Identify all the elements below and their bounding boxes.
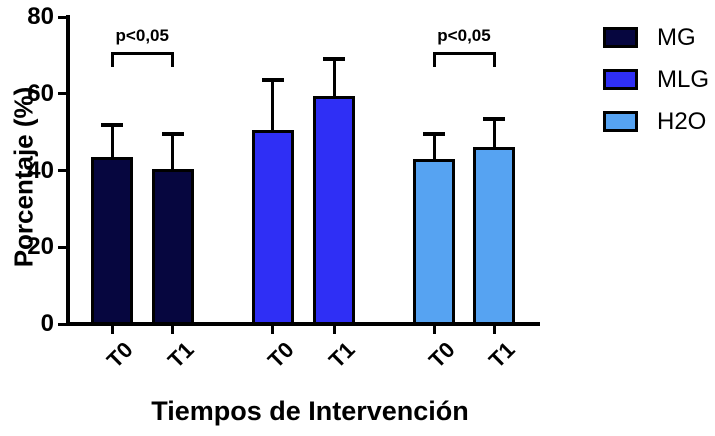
error-bar-mlg-t1 [332, 57, 336, 96]
y-tick-80 [58, 15, 66, 19]
legend-entry-mlg: MLG [603, 66, 710, 93]
y-tick-label-40: 40 [27, 156, 54, 184]
x-tick-0-t0 [110, 326, 114, 334]
error-cap-h2o-t0 [423, 132, 445, 137]
legend-swatch-mlg [603, 69, 638, 90]
x-tick-1-t0 [271, 326, 274, 334]
x-tick-2-t0 [432, 326, 436, 334]
bar-h2o-t0 [413, 158, 455, 326]
x-tick-1-t1 [332, 326, 336, 334]
legend-swatch-h2o [603, 111, 638, 132]
y-tick-label-0: 0 [40, 310, 54, 337]
error-bar-mg-t1 [171, 132, 174, 169]
legend-swatch-mg [603, 27, 638, 48]
legend-label-mg: MG [657, 24, 696, 51]
bar-mlg-t1 [313, 95, 355, 326]
error-cap-mlg-t0 [261, 78, 284, 83]
significance-label-0: p<0,05 [115, 26, 169, 45]
bar-mg-t0 [91, 157, 133, 326]
y-axis-title: Porcentaje (%) [8, 86, 39, 268]
bar-mlg-t0 [251, 130, 294, 326]
error-bar-mlg-t0 [271, 78, 274, 131]
x-tick-0-t1 [171, 326, 174, 334]
x-tick-2-t1 [492, 326, 496, 334]
x-tick-label-0-t0: T0 [101, 337, 138, 373]
legend-label-mlg: MLG [657, 66, 710, 93]
significance-label-1: p<0,05 [437, 26, 491, 45]
error-cap-h2o-t1 [483, 116, 505, 121]
legend-label-h2o: H2O [657, 108, 707, 135]
x-tick-label-1-t0: T0 [262, 337, 299, 373]
x-tick-label-0-t1: T1 [162, 337, 199, 373]
y-tick-40 [58, 169, 66, 172]
y-tick-0 [58, 322, 66, 326]
y-tick-20 [58, 245, 66, 249]
significance-bracket-0 [110, 52, 174, 67]
x-axis-title: Tiempos de Intervención [151, 396, 469, 426]
significance-bracket-1 [432, 52, 496, 67]
x-tick-label-1-t1: T1 [323, 337, 360, 373]
bar-h2o-t1 [473, 147, 515, 326]
x-tick-label-2-t1: T1 [483, 337, 520, 373]
error-bar-mg-t0 [110, 122, 114, 158]
error-bar-h2o-t1 [492, 116, 496, 148]
y-axis-line [66, 15, 70, 326]
y-tick-label-20: 20 [27, 233, 54, 261]
legend-entry-h2o: H2O [603, 108, 709, 135]
bar-mg-t1 [151, 168, 194, 326]
legend: MG MLG H2O [603, 24, 710, 153]
error-cap-mlg-t1 [323, 57, 345, 62]
error-cap-mg-t0 [101, 122, 123, 127]
x-axis-line [66, 322, 540, 326]
error-bar-h2o-t0 [432, 132, 436, 159]
legend-entry-mg: MG [603, 24, 709, 51]
y-tick-label-60: 60 [27, 79, 54, 107]
y-tick-label-80: 80 [27, 3, 54, 30]
y-tick-60 [58, 92, 66, 96]
error-cap-mg-t1 [161, 132, 184, 137]
x-tick-label-2-t0: T0 [423, 337, 460, 373]
